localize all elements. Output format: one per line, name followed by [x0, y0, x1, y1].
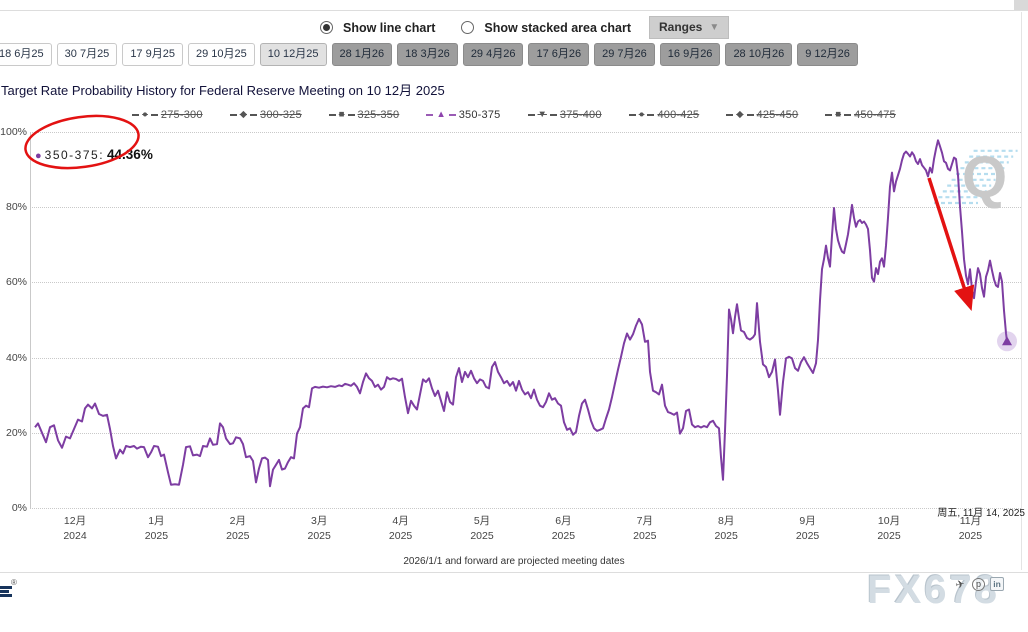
ranges-dropdown[interactable]: Ranges ▼ [649, 16, 730, 39]
date-tab-28-10月26[interactable]: 28 10月26 [725, 43, 793, 66]
legend-label: 400-425 [657, 109, 700, 121]
x-axis-label-1月-2025: 1月 2025 [144, 515, 169, 542]
chart-controls: Show line chart Show stacked area chart … [320, 16, 730, 39]
red-arrow-annotation [927, 177, 975, 311]
date-tab-10-12月25[interactable]: 10 12月25 [259, 43, 327, 66]
date-tab-29-7月26[interactable]: 29 7月26 [594, 43, 655, 66]
last-point-triangle-marker[interactable] [1002, 336, 1012, 346]
stacked-area-radio-label: Show stacked area chart [484, 20, 631, 35]
y-axis-label-20: 20% [5, 426, 27, 439]
legend-label: 325-350 [357, 109, 400, 121]
quikstrike-watermark-hatch [934, 149, 1018, 205]
top-divider [0, 10, 1028, 11]
legend-label: 275-300 [160, 109, 203, 121]
date-tab-16-9月26[interactable]: 16 9月26 [659, 43, 721, 66]
date-tab-29-10月25[interactable]: 29 10月25 [187, 43, 255, 66]
x-axis-label-10月-2025: 10月 2025 [877, 515, 901, 542]
cme-logo-fragment: ® [0, 578, 18, 597]
x-axis-label-7月-2025: 7月 2025 [633, 515, 657, 542]
scrollbar-thumb[interactable] [1014, 0, 1028, 10]
x-axis-label-8月-2025: 8月 2025 [714, 515, 738, 542]
linkedin-icon[interactable]: in [990, 577, 1004, 591]
quikstrike-q-watermark: Q [962, 145, 1007, 210]
chart-legend: ● 275-300 ◆ 300-325 ■ 325-350 ▲ 350-375 ▼ 375-400… [0, 109, 1028, 121]
legend-item-275-300[interactable]: ● 275-300 [132, 109, 203, 121]
legend-marker-icon: ▼ [537, 109, 547, 121]
legend-item-350-375[interactable]: ▲ 350-375 [426, 109, 500, 121]
line-chart-radio-label: Show line chart [343, 20, 436, 35]
x-axis-label-12月-2024: 12月 2024 [63, 515, 87, 542]
date-tab-9-12月26[interactable]: 9 12月26 [797, 43, 858, 66]
stacked-area-radio[interactable] [461, 21, 475, 34]
chevron-down-icon: ▼ [709, 21, 720, 33]
ranges-dropdown-label: Ranges [659, 20, 703, 34]
date-tab-17-6月26[interactable]: 17 6月26 [528, 43, 590, 66]
x-axis-label-5月-2025: 5月 2025 [470, 515, 494, 542]
y-axis-line [30, 132, 31, 508]
registered-mark: ® [11, 578, 17, 587]
tooltip-value: 44.36% [107, 147, 153, 162]
legend-label: 350-375 [458, 109, 501, 121]
legend-item-300-325[interactable]: ◆ 300-325 [229, 109, 302, 121]
social-share-icons: ✈ p in [953, 577, 1004, 591]
series-bullet-icon: ● [35, 150, 42, 162]
legend-label: 450-475 [854, 109, 896, 121]
legend-marker-icon: ▲ [436, 109, 446, 121]
y-axis-label-100: 100% [0, 126, 27, 138]
series-value-tooltip: ● 350-375: 44.36% [35, 147, 153, 162]
date-tab-28-1月26[interactable]: 28 1月26 [331, 43, 393, 66]
date-tab-18-3月26[interactable]: 18 3月26 [397, 43, 458, 66]
date-tab-29-4月26[interactable]: 29 4月26 [462, 43, 524, 66]
twitter-icon[interactable]: ✈ [954, 577, 966, 592]
gridline-40 [30, 357, 1021, 359]
gridline-0 [30, 508, 1021, 509]
tooltip-series-label: 350-375: [44, 148, 105, 162]
date-tab-18-6月25[interactable]: 18 6月25 [0, 43, 52, 66]
x-axis-label-9月-2025: 9月 2025 [795, 515, 820, 542]
y-axis-label-80: 80% [5, 201, 27, 214]
meeting-date-tabs: 18 6月25 30 7月25 17 9月25 29 10月25 10 12月25 28 … [0, 43, 858, 66]
date-tab-17-9月25[interactable]: 17 9月25 [122, 43, 183, 66]
gridline-60 [30, 282, 1021, 284]
gridline-100 [30, 132, 1021, 133]
legend-item-375-400[interactable]: ▼ 375-400 [527, 109, 602, 121]
last-point-halo [997, 331, 1017, 352]
y-axis-label-60: 60% [5, 276, 27, 289]
plot-right-border [1021, 12, 1022, 570]
gridline-20 [30, 432, 1021, 434]
x-axis-label-3月-2025: 3月 2025 [307, 515, 331, 542]
legend-item-325-350[interactable]: ■ 325-350 [328, 109, 400, 121]
legend-marker-icon: ◆ [736, 109, 744, 121]
legend-item-450-475[interactable]: ■ 450-475 [825, 109, 896, 121]
x-axis-label-2月-2025: 2月 2025 [226, 515, 250, 542]
x-axis-label-4月-2025: 4月 2025 [388, 515, 413, 542]
x-axis-label-6月-2025: 6月 2025 [551, 515, 576, 542]
legend-marker-icon: ● [142, 109, 148, 121]
legend-label: 425-450 [756, 109, 799, 121]
y-axis-label-40: 40% [5, 351, 27, 364]
y-axis-label-0: 0% [11, 502, 27, 514]
bottom-divider [0, 572, 1028, 573]
projected-dates-footnote: 2026/1/1 and forward are projected meeti… [403, 556, 625, 567]
legend-item-425-450[interactable]: ◆ 425-450 [726, 109, 798, 121]
series-line-350-375 [34, 139, 1008, 488]
legend-marker-icon: ■ [338, 109, 345, 121]
hover-date-label: 周五, 11月 14, 2025 [937, 508, 1025, 519]
line-chart-radio[interactable] [320, 21, 333, 34]
chart-title: Target Rate Probability History for Fede… [1, 83, 445, 98]
legend-marker-icon: ■ [835, 109, 842, 121]
pinterest-icon[interactable]: p [972, 577, 985, 591]
legend-marker-icon: ● [638, 109, 645, 121]
date-tab-30-7月25[interactable]: 30 7月25 [56, 43, 118, 66]
legend-label: 300-325 [260, 109, 302, 121]
legend-marker-icon: ◆ [239, 109, 247, 121]
legend-label: 375-400 [559, 109, 602, 121]
legend-item-400-425[interactable]: ● 400-425 [628, 109, 700, 121]
gridline-80 [30, 207, 1021, 209]
x-axis-label-11月-2025: 11月 2025 [958, 515, 983, 542]
